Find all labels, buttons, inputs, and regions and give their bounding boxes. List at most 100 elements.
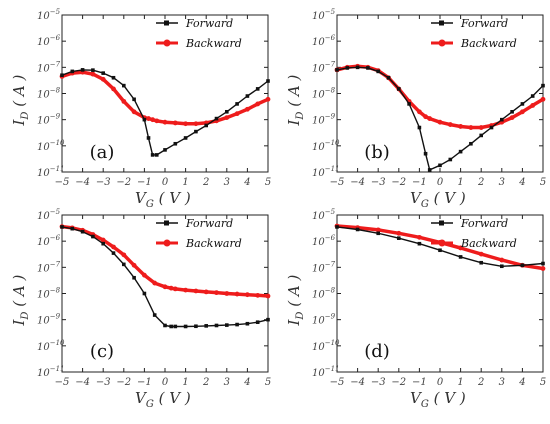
forward-point <box>407 102 411 106</box>
backward-point <box>111 86 116 92</box>
y-tick-label: 10−10 <box>37 139 65 153</box>
forward-point <box>214 323 219 328</box>
legend-forward-label: Forward <box>185 17 233 30</box>
x-tick-label: 4 <box>518 377 525 388</box>
forward-point <box>70 69 75 74</box>
forward-point <box>132 275 136 280</box>
x-axis-label: VG ( V ) <box>135 389 191 410</box>
forward-point <box>479 133 483 138</box>
forward-point <box>60 225 64 229</box>
backward-point <box>162 284 168 290</box>
legend-backward-label: Backward <box>185 237 242 250</box>
legend-backward-label: Backward <box>185 37 242 50</box>
backward-point <box>417 234 422 240</box>
legend-backward-marker <box>438 239 446 247</box>
panel-1: −5 −4 −3 −2 −1 0 1 2 3 4 5 10−11 10−10 10−9 10−8 10−7 10… <box>10 8 271 210</box>
forward-point <box>417 241 422 246</box>
x-tick-label: −5 <box>330 177 345 188</box>
forward-point <box>154 153 159 157</box>
y-tick-label: 10−11 <box>37 165 65 179</box>
x-tick-label: −5 <box>55 377 70 388</box>
forward-point <box>101 241 105 246</box>
backward-point <box>437 119 443 125</box>
x-tick-label: 3 <box>499 177 505 188</box>
y-tick-label: 10−6 <box>37 234 61 248</box>
legend-forward-marker <box>439 220 444 226</box>
x-tick-label: −3 <box>371 177 386 188</box>
forward-point <box>204 324 208 328</box>
legend: Forward Backward <box>431 217 517 250</box>
backward-point <box>172 286 178 292</box>
x-tick-label: 0 <box>437 377 444 388</box>
forward-point <box>173 324 178 329</box>
forward-point <box>266 79 270 83</box>
x-tick-label: 1 <box>457 177 463 188</box>
x-tick-label: 2 <box>202 377 209 388</box>
forward-point <box>235 322 239 327</box>
x-tick-label: 3 <box>224 177 230 188</box>
backward-point <box>183 121 189 127</box>
x-tick-label: 2 <box>202 177 209 188</box>
x-tick-label: −1 <box>412 177 427 188</box>
panel-4: −5 −4 −3 −2 −1 0 1 2 3 4 5 10−11 10−10 10−9 10−8 10−7 10… <box>285 208 546 410</box>
x-tick-label: 5 <box>540 177 546 188</box>
forward-point <box>173 141 178 146</box>
x-axis-label: VG ( V ) <box>410 389 466 410</box>
forward-point <box>235 102 239 106</box>
x-tick-label: −3 <box>96 377 111 388</box>
backward-point <box>131 262 137 268</box>
y-tick-label: 10−9 <box>312 313 336 327</box>
forward-point <box>510 109 514 114</box>
y-axis-label: ID ( A ) <box>10 75 31 127</box>
series-backward-line <box>61 224 269 298</box>
backward-point <box>183 287 189 293</box>
backward-point <box>100 76 106 82</box>
forward-point <box>500 264 504 269</box>
y-axis-label: ID ( A ) <box>285 75 306 127</box>
backward-point <box>234 291 240 297</box>
x-axis-label: VG ( V ) <box>135 189 191 210</box>
x-tick-label: 3 <box>224 377 230 388</box>
backward-point <box>255 292 261 298</box>
forward-point <box>255 87 260 91</box>
legend-forward-marker <box>164 20 169 26</box>
forward-point <box>245 321 250 326</box>
backward-point <box>154 118 160 124</box>
backward-point <box>152 280 158 286</box>
forward-point <box>541 261 545 266</box>
forward-point <box>70 226 75 231</box>
y-axis-label: ID ( A ) <box>285 275 306 327</box>
legend-backward-label: Backward <box>460 37 517 50</box>
y-tick-label: 10−9 <box>37 313 61 327</box>
y-tick-label: 10−7 <box>37 260 61 274</box>
backward-point <box>478 125 484 130</box>
forward-point <box>458 149 463 154</box>
y-tick-label: 10−5 <box>312 8 336 22</box>
y-tick-label: 10−10 <box>312 139 340 153</box>
panel-label: (a) <box>90 142 115 163</box>
backward-point <box>265 293 271 299</box>
legend-backward-marker <box>163 39 171 47</box>
y-tick-label: 10−7 <box>312 260 336 274</box>
forward-point <box>438 248 442 253</box>
forward-point <box>111 75 116 80</box>
backward-point <box>468 125 474 130</box>
panel-label: (b) <box>364 142 390 163</box>
forward-point <box>376 231 380 236</box>
x-axis-label: VG ( V ) <box>410 189 466 210</box>
y-axis-label: ID ( A ) <box>10 275 31 327</box>
panel-3: −5 −4 −3 −2 −1 0 1 2 3 4 5 10−11 10−10 10−9 10−8 10−7 10… <box>10 208 271 410</box>
x-tick-label: −1 <box>137 377 152 388</box>
backward-point <box>193 288 199 294</box>
forward-point <box>335 225 339 229</box>
legend-forward-label: Forward <box>460 17 508 30</box>
y-tick-label: 10−8 <box>37 287 61 301</box>
backward-point <box>100 237 106 243</box>
forward-point <box>142 291 147 296</box>
x-tick-label: 5 <box>540 377 546 388</box>
backward-point <box>375 227 381 233</box>
backward-point <box>172 120 178 126</box>
x-tick-label: 4 <box>518 177 525 188</box>
legend-forward-marker <box>164 220 169 226</box>
